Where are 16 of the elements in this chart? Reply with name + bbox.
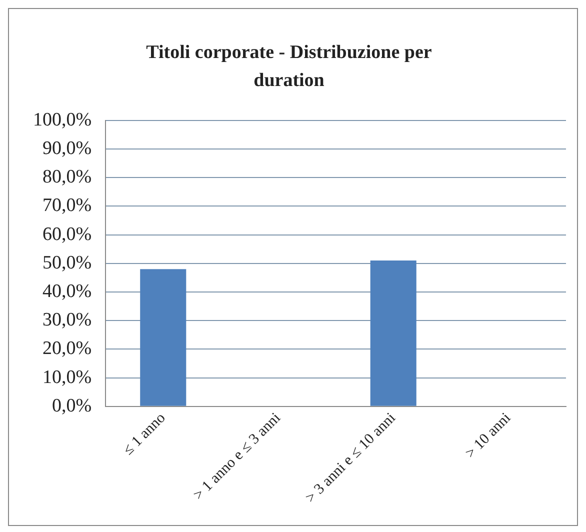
y-tick-label: 90,0% (42, 138, 92, 159)
x-tick-label: > 1 anno e ≤ 3 anni (190, 410, 284, 504)
x-tick-label: > 3 anni e ≤ 10 anni (302, 410, 399, 506)
y-tick-label: 40,0% (42, 280, 92, 302)
x-tick-label: ≤ 1 anno (120, 410, 169, 458)
y-tick-label: 30,0% (42, 310, 92, 331)
y-tick-label: 100,0% (33, 109, 92, 130)
y-tick-label: 60,0% (42, 224, 92, 245)
chart-title: Titoli corporate - Distribuzione per duration (145, 41, 433, 93)
y-tick-label: 70,0% (42, 195, 92, 216)
y-tick-label: 20,0% (42, 338, 92, 360)
x-tick-label: > 10 anni (462, 410, 514, 462)
y-tick-label: 80,0% (42, 166, 92, 188)
y-tick-label: 10,0% (42, 366, 92, 388)
y-tick-label: 50,0% (42, 252, 92, 274)
y-tick-label: 0,0% (52, 395, 92, 416)
